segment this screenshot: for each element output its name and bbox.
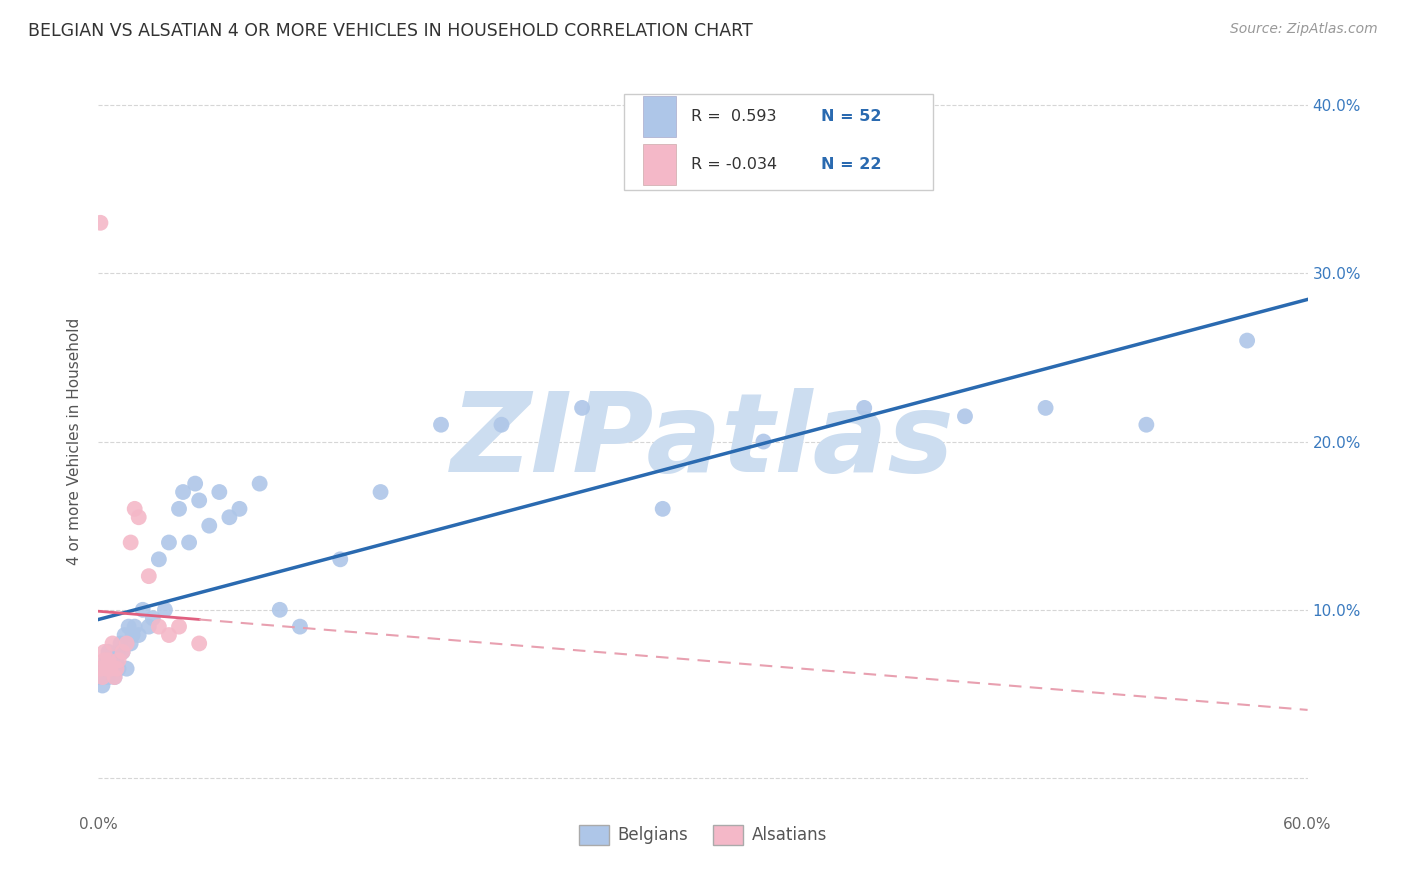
Point xyxy=(208,485,231,500)
Point xyxy=(97,645,120,659)
Point xyxy=(153,603,176,617)
Point xyxy=(96,662,118,676)
Point xyxy=(93,662,115,676)
Point xyxy=(370,485,392,500)
Point xyxy=(91,679,114,693)
Point xyxy=(118,619,141,633)
Point xyxy=(121,628,143,642)
Point xyxy=(96,653,118,667)
Point xyxy=(953,409,976,424)
Point xyxy=(89,670,111,684)
Point xyxy=(105,662,128,676)
Point xyxy=(138,619,160,633)
Point xyxy=(103,662,125,676)
Text: BELGIAN VS ALSATIAN 4 OR MORE VEHICLES IN HOUSEHOLD CORRELATION CHART: BELGIAN VS ALSATIAN 4 OR MORE VEHICLES I… xyxy=(28,22,752,40)
Point xyxy=(97,670,120,684)
Point xyxy=(188,493,211,508)
Legend: Belgians, Alsatians: Belgians, Alsatians xyxy=(572,818,834,852)
Text: R = -0.034: R = -0.034 xyxy=(690,157,778,172)
Point xyxy=(269,603,291,617)
Point xyxy=(120,636,142,650)
Point xyxy=(103,670,125,684)
FancyBboxPatch shape xyxy=(624,94,932,190)
Point xyxy=(188,636,211,650)
Point xyxy=(105,653,128,667)
Point xyxy=(1236,334,1258,348)
Point xyxy=(111,645,134,659)
Point xyxy=(128,628,150,642)
Point xyxy=(120,535,142,549)
Point xyxy=(184,476,207,491)
Point xyxy=(167,619,190,633)
Point xyxy=(124,619,146,633)
Point xyxy=(128,510,150,524)
Point xyxy=(288,619,311,633)
Point xyxy=(1135,417,1157,432)
Point xyxy=(329,552,352,566)
Point xyxy=(107,653,129,667)
Point xyxy=(651,501,673,516)
Point xyxy=(100,662,122,676)
Point xyxy=(167,501,190,516)
Point xyxy=(148,552,170,566)
Point xyxy=(571,401,593,415)
Point xyxy=(103,670,125,684)
Point xyxy=(138,569,160,583)
Point xyxy=(115,662,138,676)
Point xyxy=(179,535,201,549)
Point xyxy=(89,662,111,676)
FancyBboxPatch shape xyxy=(643,145,676,185)
Point xyxy=(124,501,146,516)
Y-axis label: 4 or more Vehicles in Household: 4 or more Vehicles in Household xyxy=(67,318,83,566)
Point xyxy=(101,653,124,667)
Point xyxy=(91,670,114,684)
Point xyxy=(97,653,120,667)
Point xyxy=(430,417,453,432)
Point xyxy=(249,476,271,491)
Point xyxy=(142,611,165,625)
Point xyxy=(228,501,250,516)
Text: N = 52: N = 52 xyxy=(821,109,882,124)
Text: R =  0.593: R = 0.593 xyxy=(690,109,776,124)
FancyBboxPatch shape xyxy=(643,96,676,136)
Point xyxy=(107,645,129,659)
Point xyxy=(110,636,132,650)
Point xyxy=(115,636,138,650)
Point xyxy=(157,628,180,642)
Point xyxy=(148,619,170,633)
Point xyxy=(853,401,876,415)
Text: ZIPatlas: ZIPatlas xyxy=(451,388,955,495)
Point xyxy=(93,645,115,659)
Text: Source: ZipAtlas.com: Source: ZipAtlas.com xyxy=(1230,22,1378,37)
Point xyxy=(198,518,221,533)
Point xyxy=(491,417,513,432)
Point xyxy=(101,636,124,650)
Point xyxy=(100,662,122,676)
Point xyxy=(89,216,111,230)
Text: N = 22: N = 22 xyxy=(821,157,882,172)
Point xyxy=(114,628,136,642)
Point xyxy=(752,434,775,449)
Point xyxy=(218,510,240,524)
Point xyxy=(172,485,194,500)
Point xyxy=(107,662,129,676)
Point xyxy=(157,535,180,549)
Point xyxy=(1035,401,1057,415)
Point xyxy=(111,645,134,659)
Point xyxy=(93,653,115,667)
Point xyxy=(132,603,155,617)
